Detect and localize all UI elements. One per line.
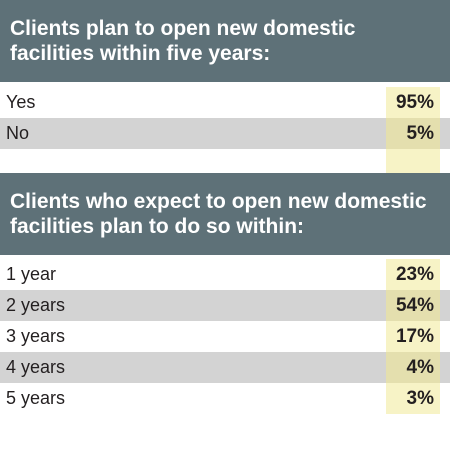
row-value-2-years: 54% — [386, 290, 440, 321]
table-2-title-line-2: facilities plan to do so within: — [10, 215, 305, 238]
table-1-title: Clients plan to open new domestic facili… — [10, 16, 355, 66]
highlight-column-tail — [386, 149, 440, 173]
table-row: 1 year 23% — [0, 259, 450, 290]
row-value-no: 5% — [386, 118, 440, 149]
table-1-title-line-1: Clients plan to open new domestic — [10, 17, 356, 40]
table-2-rows: 1 year 23% 2 years 54% 3 years 17% 4 yea… — [0, 259, 450, 414]
table-row: 3 years 17% — [0, 321, 450, 352]
row-label-1-year: 1 year — [6, 264, 57, 284]
row-value-4-years: 4% — [386, 352, 440, 383]
row-label-2-years: 2 years — [6, 295, 66, 315]
table-1-title-line-2: facilities within five years: — [10, 42, 271, 65]
table-2-title: Clients who expect to open new domestic … — [10, 189, 427, 239]
row-label-yes: Yes — [6, 92, 36, 112]
table-row: Yes 95% — [0, 87, 450, 118]
row-label-3-years: 3 years — [6, 326, 66, 346]
table-row: 4 years 4% — [0, 352, 450, 383]
row-value-3-years: 17% — [386, 321, 440, 352]
table-1-rows: Yes 95% No 5% — [0, 87, 450, 149]
table-2-header: Clients who expect to open new domestic … — [0, 173, 450, 255]
table-row: 5 years 3% — [0, 383, 450, 414]
row-label-4-years: 4 years — [6, 357, 66, 377]
table-row: No 5% — [0, 118, 450, 149]
row-label-no: No — [6, 123, 30, 143]
row-value-yes: 95% — [386, 87, 440, 118]
row-value-1-year: 23% — [386, 259, 440, 290]
section-gap — [0, 149, 450, 173]
row-label-5-years: 5 years — [6, 388, 66, 408]
row-value-5-years: 3% — [386, 383, 440, 414]
table-row: 2 years 54% — [0, 290, 450, 321]
table-1-header: Clients plan to open new domestic facili… — [0, 0, 450, 82]
table-2-title-line-1: Clients who expect to open new domestic — [10, 190, 427, 213]
